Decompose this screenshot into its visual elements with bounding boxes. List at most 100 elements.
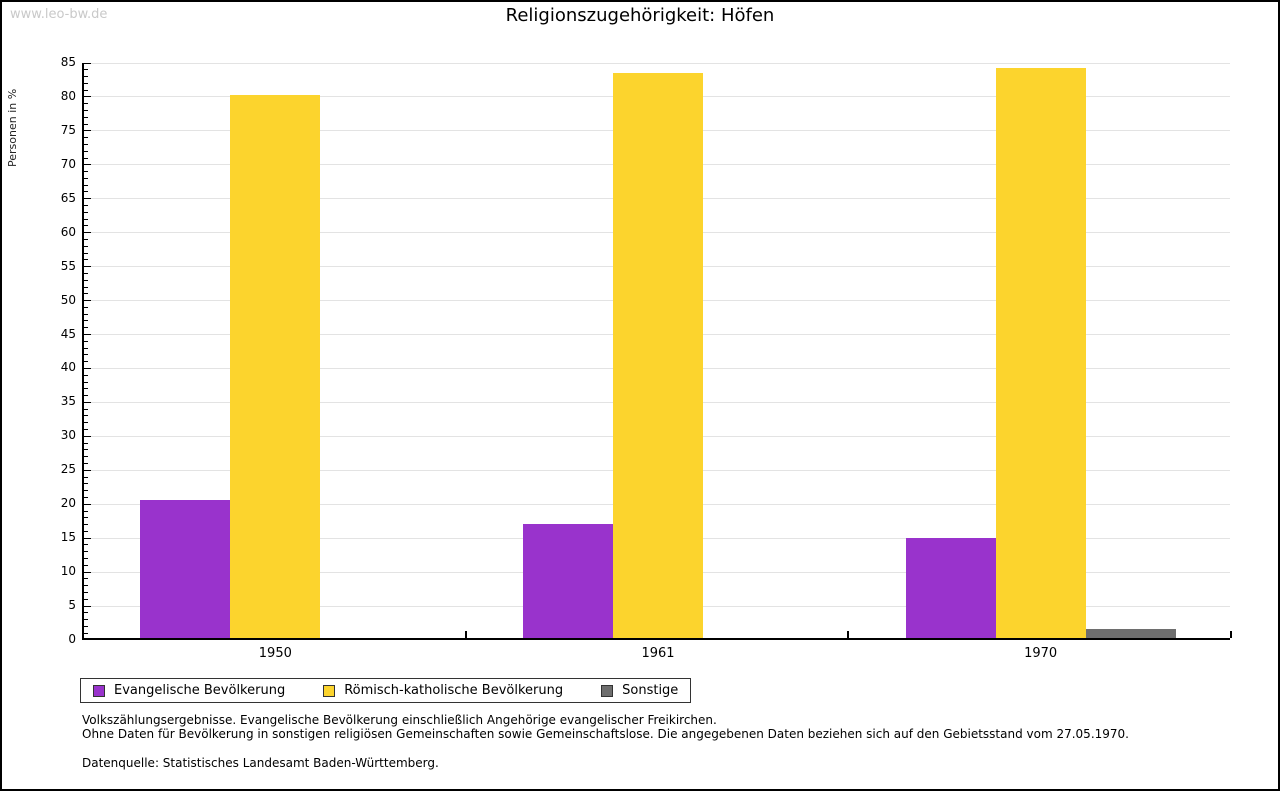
y-minor-tick: [84, 347, 88, 349]
y-tick-label: 75: [60, 122, 76, 137]
y-minor-tick: [84, 510, 88, 512]
y-minor-tick: [84, 496, 88, 498]
y-minor-tick: [84, 110, 88, 112]
y-minor-tick: [84, 578, 88, 580]
y-minor-tick: [84, 137, 88, 139]
y-minor-tick: [84, 150, 88, 152]
y-minor-tick: [84, 225, 88, 227]
y-tick-label: 65: [60, 190, 76, 205]
y-minor-tick: [84, 116, 88, 118]
y-minor-tick: [84, 619, 88, 621]
legend-swatch-katholisch-icon: [323, 684, 336, 697]
y-minor-tick: [84, 361, 88, 363]
legend-item-evangelisch: Evangelische Bevölkerung: [93, 683, 285, 698]
y-minor-tick: [84, 632, 88, 634]
y-minor-tick: [84, 82, 88, 84]
y-minor-tick: [84, 374, 88, 376]
y-major-tick: [84, 232, 91, 234]
legend-label: Evangelische Bevölkerung: [114, 683, 286, 698]
y-minor-tick: [84, 463, 88, 464]
bar-1950-katholisch: [230, 94, 321, 638]
y-minor-tick: [84, 625, 88, 627]
y-minor-tick: [84, 354, 88, 356]
y-major-tick: [84, 435, 91, 437]
y-minor-tick: [84, 490, 88, 492]
bar-1961-evangelisch: [523, 523, 613, 638]
y-minor-tick: [84, 205, 88, 207]
y-major-tick: [84, 367, 91, 369]
y-minor-tick: [84, 598, 88, 600]
y-tick-label: 80: [60, 88, 76, 103]
y-tick-label: 20: [60, 496, 76, 511]
x-tick-label: 1950: [258, 646, 292, 661]
y-minor-tick: [84, 191, 88, 193]
y-minor-tick: [84, 524, 88, 526]
y-tick-label: 35: [60, 394, 76, 409]
x-boundary-tick: [464, 631, 467, 638]
y-minor-tick: [84, 517, 88, 519]
y-minor-tick: [84, 320, 88, 322]
y-tick-label: 55: [60, 258, 76, 273]
y-minor-tick: [84, 245, 88, 247]
y-tick-label: 15: [60, 530, 76, 545]
bar-1970-sonstige: [1085, 628, 1176, 638]
y-major-tick: [84, 266, 91, 268]
y-minor-tick: [84, 252, 88, 254]
y-minor-tick: [84, 422, 88, 424]
y-minor-tick: [84, 429, 88, 431]
y-tick-label: 40: [60, 360, 76, 375]
y-minor-tick: [84, 530, 88, 532]
legend-swatch-sonstige-icon: [601, 684, 614, 697]
y-minor-tick: [84, 184, 88, 186]
y-minor-tick: [84, 286, 88, 288]
y-major-tick: [84, 62, 91, 64]
y-minor-tick: [84, 585, 88, 587]
legend-item-sonstige: Sonstige: [601, 683, 678, 698]
y-minor-tick: [84, 388, 88, 390]
y-tick-label: 10: [60, 564, 76, 579]
y-minor-tick: [84, 69, 88, 71]
footnote-line: Ohne Daten für Bevölkerung in sonstigen …: [82, 727, 1129, 741]
y-major-tick: [84, 198, 91, 200]
y-minor-tick: [84, 415, 88, 417]
y-minor-tick: [84, 103, 88, 105]
bar-1961-katholisch: [613, 72, 703, 638]
legend-label: Sonstige: [622, 683, 679, 698]
y-minor-tick: [84, 279, 88, 281]
footnote-source: Datenquelle: Statistisches Landesamt Bad…: [82, 756, 439, 770]
y-minor-tick: [84, 408, 88, 410]
y-tick-label: 85: [60, 55, 76, 69]
x-boundary-tick: [1230, 631, 1232, 638]
y-minor-tick: [84, 177, 88, 179]
bar-1950-evangelisch: [140, 500, 231, 638]
y-major-tick: [84, 96, 91, 98]
plot-area: 1950 1961 1970 0 5 10 15 20 25 30 35 40 45 50 55 60 65 70…: [61, 55, 1232, 661]
y-major-tick: [84, 605, 91, 607]
y-minor-tick: [84, 612, 88, 614]
y-minor-tick: [84, 171, 88, 173]
y-major-tick: [84, 164, 91, 166]
y-axis-label: Personen in %: [6, 88, 19, 167]
y-minor-tick: [84, 238, 88, 240]
y-minor-tick: [84, 327, 88, 329]
footnotes: Volkszählungsergebnisse. Evangelische Be…: [82, 713, 1129, 770]
legend-swatch-evangelisch-icon: [93, 684, 105, 697]
legend-label: Römisch-katholische Bevölkerung: [344, 683, 564, 698]
y-minor-tick: [84, 558, 88, 560]
y-major-tick: [84, 334, 91, 336]
y-minor-tick: [84, 157, 88, 159]
x-boundary-tick: [847, 631, 850, 638]
x-tick-label: 1970: [1024, 646, 1058, 661]
y-major-tick: [84, 537, 91, 539]
y-minor-tick: [84, 591, 88, 593]
y-major-tick: [84, 503, 91, 505]
y-tick-label: 5: [68, 598, 76, 613]
gridline: [84, 63, 1230, 64]
y-major-tick: [84, 130, 91, 132]
y-minor-tick: [84, 381, 88, 383]
y-minor-tick: [84, 76, 88, 78]
y-minor-tick: [84, 483, 88, 485]
y-tick-label: 50: [60, 292, 76, 307]
y-minor-tick: [84, 544, 88, 546]
